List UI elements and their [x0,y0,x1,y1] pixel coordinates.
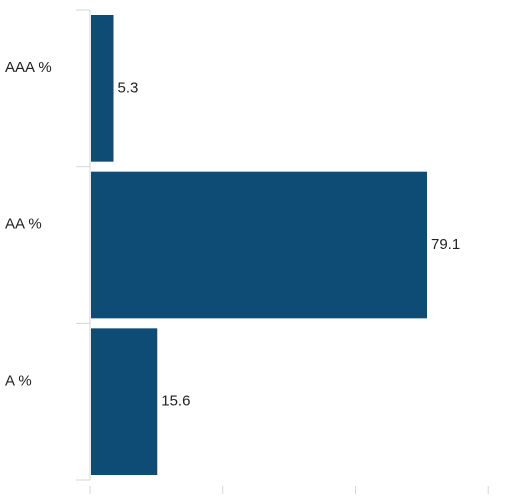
bar-2 [91,328,158,475]
chart-bars [91,15,427,475]
bar-0 [91,15,114,162]
data-label: 5.3 [118,79,139,96]
data-label: 79.1 [431,236,460,253]
category-label: AA % [5,216,42,233]
category-label: AAA % [5,59,52,76]
bar-1 [91,171,427,319]
data-label: 15.6 [161,393,190,410]
chart-axes [76,9,489,494]
chart-labels: AAA % 5.3 AA % 79.1 A % 15.6 [5,59,460,410]
category-label: A % [5,372,32,389]
